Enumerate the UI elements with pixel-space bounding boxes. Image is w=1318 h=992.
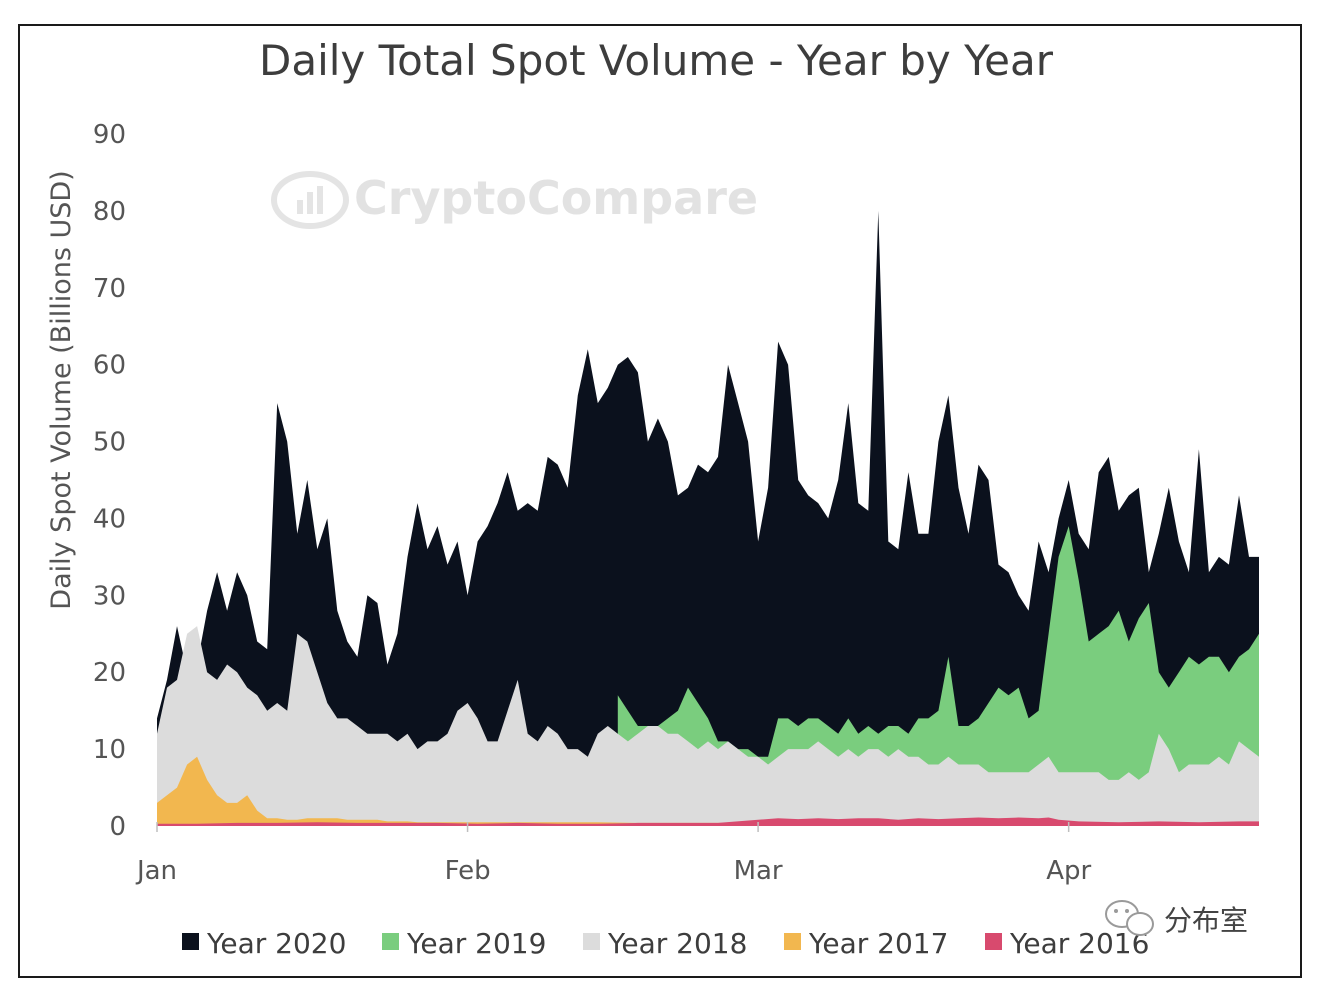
area-series-3 xyxy=(157,756,1259,826)
legend-item: Year 2020 xyxy=(182,927,346,960)
x-tick-label: Jan xyxy=(135,856,177,886)
legend-swatch xyxy=(784,933,801,950)
y-tick-label: 70 xyxy=(93,274,126,304)
y-tick-label: 30 xyxy=(93,581,126,611)
area-series-2 xyxy=(157,626,1259,826)
plot-areas xyxy=(157,210,1259,826)
legend-label: Year 2017 xyxy=(808,927,948,960)
y-tick-label: 20 xyxy=(93,658,126,688)
legend-swatch xyxy=(583,933,600,950)
y-tick-label: 0 xyxy=(109,812,126,842)
chart-in-circle-icon xyxy=(271,171,349,229)
legend-swatch xyxy=(382,933,399,950)
y-tick-label: 40 xyxy=(93,504,126,534)
area-series-0 xyxy=(157,210,1259,826)
y-tick-label: 10 xyxy=(93,735,126,765)
area-series-4 xyxy=(157,817,1259,826)
x-tick-label: Mar xyxy=(734,856,783,886)
y-axis-label: Daily Spot Volume (Billions USD) xyxy=(46,170,77,609)
watermark: CryptoCompare xyxy=(271,171,758,229)
legend-label: Year 2019 xyxy=(406,927,546,960)
legend-item: Year 2016 xyxy=(985,927,1149,960)
legend-swatch xyxy=(182,933,199,950)
x-tick-label: Apr xyxy=(1046,856,1091,886)
area-series-1 xyxy=(617,526,1259,826)
y-axis-ticks: 0 10 20 30 40 50 60 70 80 90 xyxy=(93,120,126,842)
x-axis-ticks: Jan Feb Mar Apr xyxy=(135,822,1091,886)
wechat-icon xyxy=(1105,900,1154,936)
y-tick-label: 90 xyxy=(93,120,126,150)
legend-label: Year 2018 xyxy=(607,927,747,960)
wechat-badge: 分布室 xyxy=(1105,900,1248,937)
watermark-text: CryptoCompare xyxy=(354,171,758,225)
legend-item: Year 2017 xyxy=(784,927,948,960)
legend-item: Year 2018 xyxy=(583,927,747,960)
legend-label: Year 2020 xyxy=(206,927,346,960)
legend-item: Year 2019 xyxy=(382,927,546,960)
chart-title: Daily Total Spot Volume - Year by Year xyxy=(259,36,1054,85)
x-tick-label: Feb xyxy=(445,856,491,886)
legend: Year 2020 Year 2019 Year 2018 Year 2017 Year… xyxy=(182,927,1149,960)
legend-label: Year 2016 xyxy=(1009,927,1149,960)
y-tick-label: 60 xyxy=(93,351,126,381)
y-tick-label: 50 xyxy=(93,428,126,458)
y-tick-label: 80 xyxy=(93,197,126,227)
legend-swatch xyxy=(985,933,1002,950)
wechat-badge-text: 分布室 xyxy=(1164,904,1248,937)
